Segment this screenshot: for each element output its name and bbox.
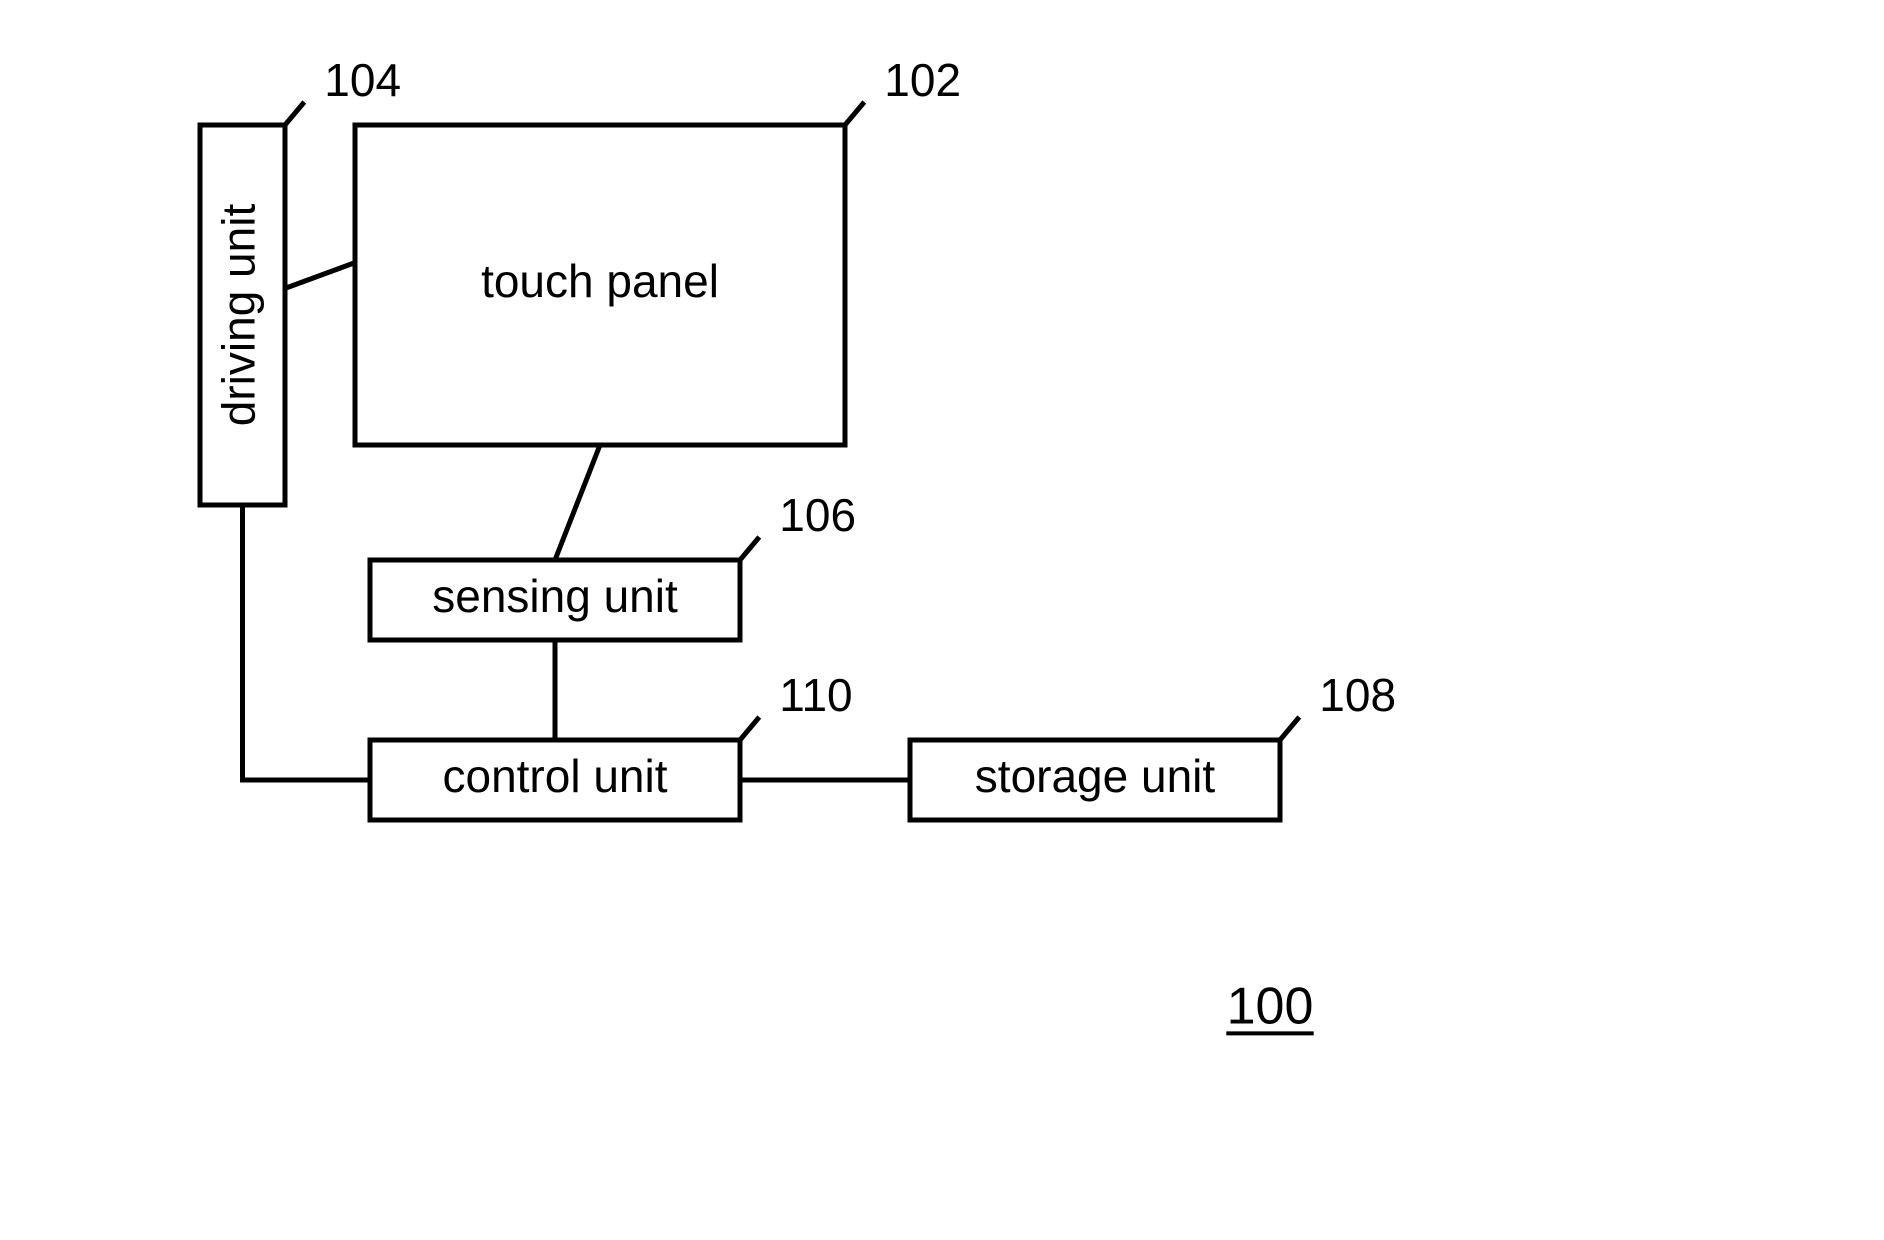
storage_unit-ref-tick [1280, 717, 1299, 740]
touch_panel-ref-tick [845, 102, 864, 125]
storage_unit-label: storage unit [975, 750, 1216, 802]
driving_unit-ref-tick [285, 102, 304, 125]
sensing_unit-label: sensing unit [432, 570, 678, 622]
control_unit-ref: 110 [779, 669, 852, 721]
storage_unit-node: storage unit 108 [910, 669, 1396, 820]
touch_panel-ref: 102 [884, 54, 961, 106]
wire-driving_unit-to-touch_panel [285, 263, 355, 289]
driving_unit-label: driving unit [213, 204, 265, 427]
sensing_unit-node: sensing unit 106 [370, 489, 856, 640]
driving_unit-node: driving unit 104 [200, 54, 401, 505]
control_unit-label: control unit [442, 750, 667, 802]
figure-ref: 100 [1227, 978, 1314, 1036]
control_unit-ref-tick [740, 717, 759, 740]
storage_unit-ref: 108 [1319, 669, 1396, 721]
touch_panel-label: touch panel [481, 255, 719, 307]
driving_unit-ref: 104 [324, 54, 401, 106]
wire-driving_unit-to-control_unit [243, 505, 371, 780]
wire-touch_panel-to-sensing_unit [555, 445, 600, 560]
sensing_unit-ref-tick [740, 537, 759, 560]
control_unit-node: control unit 110 [370, 669, 853, 820]
sensing_unit-ref: 106 [779, 489, 856, 541]
touch_panel-node: touch panel 102 [355, 54, 961, 445]
